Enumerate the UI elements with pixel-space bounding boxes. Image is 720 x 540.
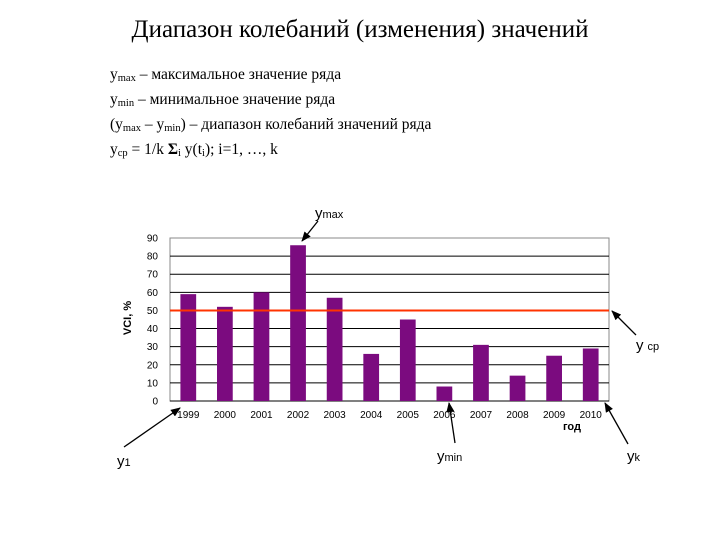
bar-2004: [363, 353, 380, 401]
arrow-ymax: [301, 220, 319, 242]
x-tick-label: 2001: [250, 410, 273, 421]
definition-ymax: ymax – максимальное значение ряда: [110, 64, 431, 89]
def-sub: max: [122, 123, 141, 134]
y-tick-label: 60: [147, 288, 159, 299]
arrow-y1: [123, 407, 181, 448]
x-tick-label: 2005: [397, 410, 420, 421]
y-tick-label: 10: [147, 378, 159, 389]
annotation-ymax: ymax: [315, 205, 344, 222]
def-text: – максимальное значение ряда: [135, 66, 342, 83]
annotation-ycp: y cp: [636, 337, 659, 354]
definitions-block: ymax – максимальное значение ряда ymin –…: [110, 64, 431, 164]
x-tick-label: 2006: [433, 410, 456, 421]
y-tick-label: 40: [147, 324, 159, 335]
bar-2002: [290, 245, 306, 401]
def-text: – минимальное значение ряда: [134, 91, 336, 108]
bar-2008: [509, 375, 526, 401]
definition-ymin: ymin – минимальное значение ряда: [110, 89, 431, 114]
plot-border: [169, 237, 610, 402]
annotation-ymin: ymin: [437, 448, 462, 465]
def-mid: – y: [141, 116, 165, 133]
x-tick-label: 2000: [214, 410, 237, 421]
y-tick-label: 30: [147, 342, 159, 353]
def-var: y: [110, 141, 118, 158]
bar-2003: [326, 297, 343, 401]
def-sub: max: [117, 73, 136, 84]
def-text: ) – диапазон колебаний значений ряда: [180, 116, 432, 133]
x-axis-label: год: [563, 421, 581, 433]
y-tick-label: 50: [147, 306, 159, 317]
annotation-y1: y1: [117, 453, 131, 470]
def-sub: i: [178, 148, 181, 159]
page-title: Диапазон колебаний (изменения) значений: [131, 16, 589, 43]
arrow-ymin: [446, 402, 456, 444]
definition-mean: yср = 1/k Σi y(ti); i=1, …, k: [110, 139, 431, 164]
y-tick-label: 20: [147, 360, 159, 371]
bar-2000: [217, 306, 233, 401]
grid-lines: [169, 237, 610, 402]
y-axis-label: VCI, %: [122, 301, 134, 335]
bar-1999: [180, 294, 197, 401]
def-var: y: [110, 66, 118, 83]
x-tick-label: 1999: [177, 410, 200, 421]
def-var: y: [110, 91, 118, 108]
tick-labels: 0 10 20 30 40 50 60 70 80 90 1999 2000 2001 2002 2003 2…: [147, 234, 602, 422]
def-sub: i: [202, 148, 205, 159]
definition-range: (ymax – ymin) – диапазон колебаний значе…: [110, 114, 431, 139]
bars: [180, 245, 599, 401]
y-tick-label: 0: [152, 397, 158, 408]
def-formula: y(t: [180, 141, 203, 158]
x-tick-label: 2003: [324, 410, 347, 421]
x-tick-label: 2008: [506, 410, 529, 421]
annotation-yk: yk: [627, 448, 641, 465]
bar-2005: [399, 319, 416, 401]
def-sub: min: [117, 98, 135, 109]
bar-2007: [473, 344, 489, 401]
arrow-yk: [604, 402, 629, 445]
def-sub: min: [164, 123, 181, 134]
sigma-symbol: Σ: [167, 141, 178, 158]
def-prefix: (y: [110, 116, 123, 133]
def-sub: ср: [117, 148, 128, 159]
bar-2001: [253, 292, 270, 401]
x-tick-label: 2002: [287, 410, 310, 421]
bar-2009: [546, 355, 562, 401]
def-formula: ); i=1, …, k: [204, 141, 278, 158]
bar-2006: [436, 386, 453, 401]
y-tick-label: 80: [147, 252, 159, 263]
x-tick-label: 2007: [470, 410, 493, 421]
arrow-ycp: [611, 310, 637, 336]
y-tick-label: 70: [147, 270, 159, 281]
x-tick-label: 2010: [580, 410, 603, 421]
y-tick-label: 90: [147, 234, 159, 245]
x-tick-label: 2009: [543, 410, 566, 421]
x-tick-label: 2004: [360, 410, 383, 421]
bar-2010: [582, 348, 599, 401]
def-formula: = 1/k: [127, 141, 168, 158]
